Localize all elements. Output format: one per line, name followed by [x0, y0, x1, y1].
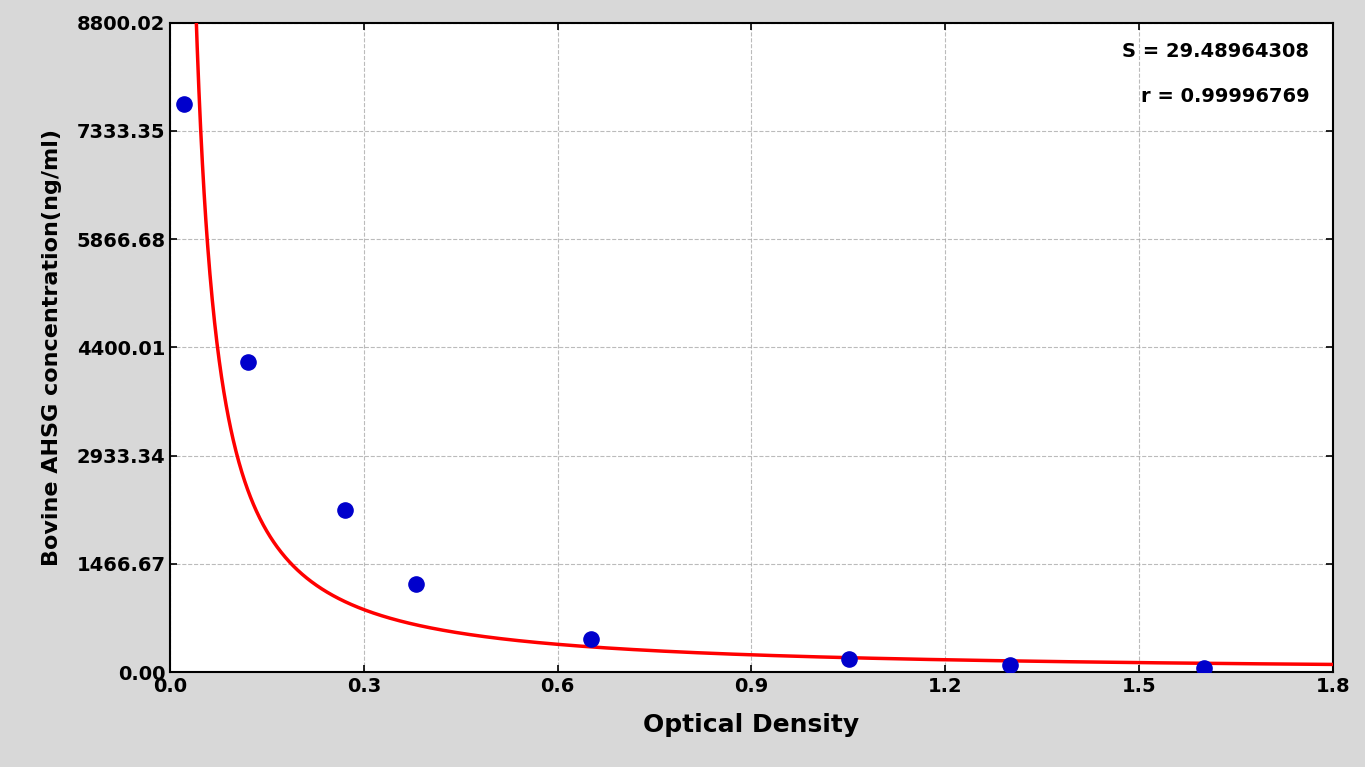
Point [1193, 663, 1215, 675]
Y-axis label: Bovine AHSG concentration(ng/ml): Bovine AHSG concentration(ng/ml) [42, 129, 63, 566]
Point [999, 659, 1021, 671]
Point [238, 356, 259, 368]
X-axis label: Optical Density: Optical Density [643, 713, 860, 736]
Point [580, 633, 602, 645]
Text: S = 29.48964308: S = 29.48964308 [1122, 42, 1309, 61]
Text: r = 0.99996769: r = 0.99996769 [1141, 87, 1309, 107]
Point [334, 504, 356, 516]
Point [838, 653, 860, 665]
Point [405, 578, 427, 590]
Point [173, 97, 195, 110]
